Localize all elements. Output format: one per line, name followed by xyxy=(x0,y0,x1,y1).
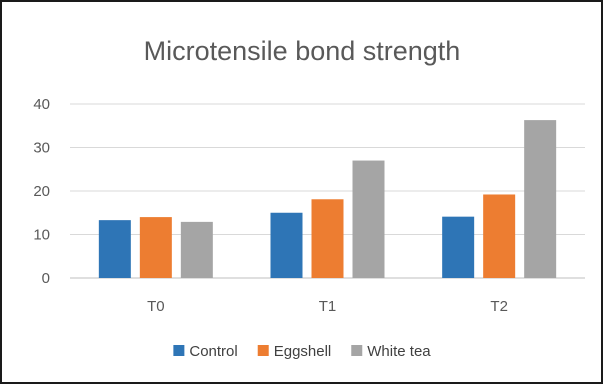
bar-eggshell-t1 xyxy=(311,199,344,278)
bar-white-tea-t1 xyxy=(352,160,385,278)
x-tick-label: T0 xyxy=(147,298,165,315)
bar-control-t0 xyxy=(98,220,131,278)
y-tick-label: 10 xyxy=(33,227,50,244)
y-tick-label: 0 xyxy=(42,270,50,287)
bar-white-tea-t0 xyxy=(180,221,213,278)
bar-control-t1 xyxy=(270,212,303,278)
legend-label: Control xyxy=(189,343,237,360)
legend-swatch-eggshell xyxy=(257,345,269,356)
legend-label: White tea xyxy=(367,343,431,360)
chart-title: Microtensile bond strength xyxy=(144,36,461,66)
legend-swatch-white-tea xyxy=(351,345,363,356)
bar-eggshell-t2 xyxy=(483,194,516,278)
bars xyxy=(98,120,557,278)
legend-swatch-control xyxy=(173,345,185,356)
x-tick-label: T2 xyxy=(490,298,508,315)
legend-label: Eggshell xyxy=(274,343,332,360)
y-tick-label: 30 xyxy=(33,140,50,157)
bar-white-tea-t2 xyxy=(524,120,557,278)
y-tick-label: 20 xyxy=(33,183,50,200)
x-tick-label: T1 xyxy=(319,298,337,315)
legend: Control Eggshell White tea xyxy=(173,343,431,360)
x-axis-ticks: T0 T1 T2 xyxy=(147,298,508,315)
y-axis-ticks: 0 10 20 30 40 xyxy=(33,96,50,287)
y-tick-label: 40 xyxy=(33,96,50,113)
bar-eggshell-t0 xyxy=(139,217,172,278)
bar-control-t2 xyxy=(442,216,475,278)
